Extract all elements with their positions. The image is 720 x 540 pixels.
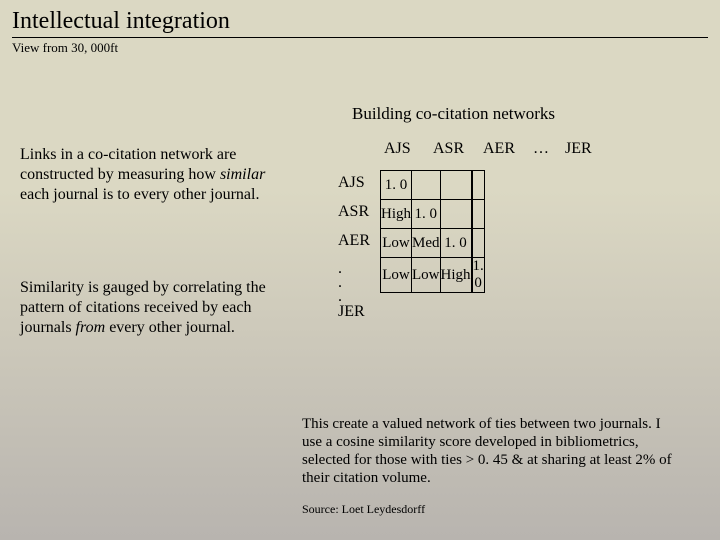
matrix-cell: High: [440, 258, 471, 293]
body-paragraph-1: Links in a co-citation network are const…: [20, 145, 270, 205]
matrix-cell: 1. 0: [412, 200, 441, 229]
matrix-cell: [412, 171, 441, 200]
row-label-dot: .: [338, 262, 370, 276]
matrix-cell: Low: [381, 258, 412, 293]
matrix-cell: Low: [381, 229, 412, 258]
matrix-row-labels: AJS ASR AER . . . JER: [338, 175, 370, 333]
row-label: JER: [338, 304, 370, 333]
page-title: Intellectual integration: [0, 0, 720, 35]
matrix-cell: Med: [412, 229, 441, 258]
matrix-cell: Low: [412, 258, 441, 293]
matrix-col-headers: AJS ASR AER … JER: [384, 140, 605, 158]
page-subtitle: View from 30, 000ft: [0, 38, 720, 56]
matrix-cell: [440, 171, 471, 200]
table-row: Low Low High 1. 0: [381, 258, 485, 293]
matrix-cell: High: [381, 200, 412, 229]
col-header: JER: [565, 140, 605, 158]
body-paragraph-2: Similarity is gauged by correlating the …: [20, 278, 270, 338]
col-header: ASR: [433, 140, 479, 158]
matrix-cell: 1. 0: [381, 171, 412, 200]
col-header-ellipsis: …: [533, 140, 561, 158]
table-row: 1. 0: [381, 171, 485, 200]
row-label: AJS: [338, 175, 370, 204]
matrix-cell: [440, 200, 471, 229]
col-header: AER: [483, 140, 529, 158]
source-credit: Source: Loet Leydesdorff: [302, 502, 425, 517]
col-header: AJS: [384, 140, 429, 158]
row-label: ASR: [338, 204, 370, 233]
matrix-grid: 1. 0 High 1. 0 Low Med 1. 0 Low Low High…: [380, 170, 485, 293]
row-label-dot: .: [338, 276, 370, 290]
matrix-cell: [472, 200, 484, 229]
section-heading: Building co-citation networks: [352, 104, 555, 124]
row-label: AER: [338, 233, 370, 262]
matrix-cell: [472, 171, 484, 200]
matrix-cell: 1. 0: [440, 229, 471, 258]
body-paragraph-3: This create a valued network of ties bet…: [302, 415, 682, 487]
table-row: Low Med 1. 0: [381, 229, 485, 258]
matrix-cell: [472, 229, 484, 258]
row-label-dot: .: [338, 290, 370, 304]
matrix-cell: 1. 0: [472, 258, 484, 293]
table-row: High 1. 0: [381, 200, 485, 229]
